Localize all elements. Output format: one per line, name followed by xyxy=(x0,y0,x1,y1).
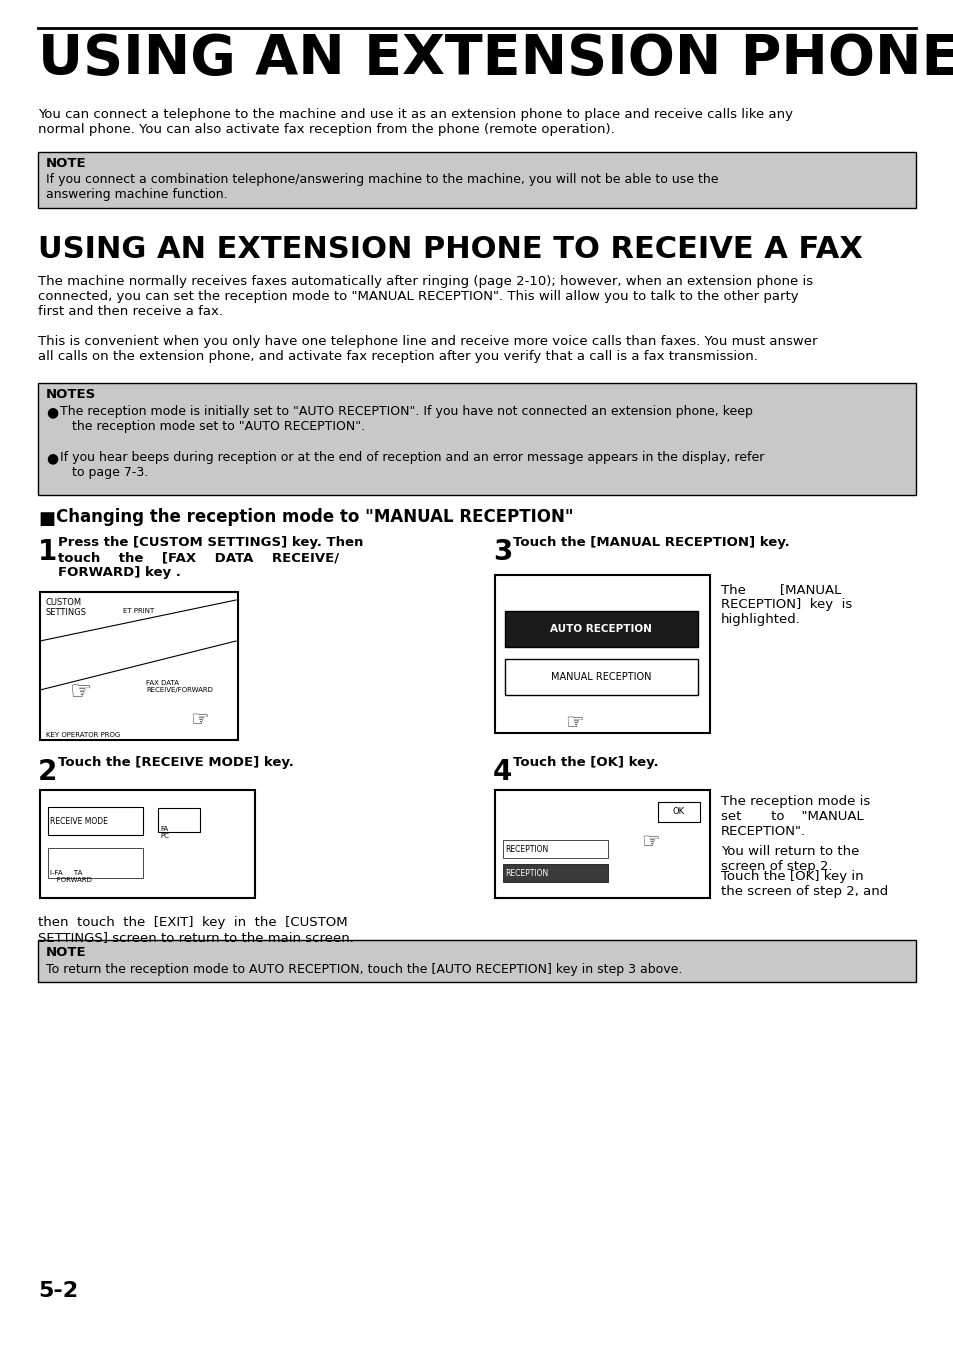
Bar xyxy=(48,848,143,878)
Text: USING AN EXTENSION PHONE TO RECEIVE A FAX: USING AN EXTENSION PHONE TO RECEIVE A FA… xyxy=(38,235,862,263)
Text: FAX DATA
RECEIVE/FORWARD: FAX DATA RECEIVE/FORWARD xyxy=(146,680,213,693)
Bar xyxy=(502,865,607,882)
Text: 4: 4 xyxy=(493,758,512,786)
Bar xyxy=(658,802,700,821)
Bar xyxy=(502,840,607,858)
Bar xyxy=(158,808,200,832)
Text: RECEIVE MODE: RECEIVE MODE xyxy=(50,817,108,827)
Text: then  touch  the  [EXIT]  key  in  the  [CUSTOM
SETTINGS] screen to return to th: then touch the [EXIT] key in the [CUSTOM… xyxy=(38,916,354,944)
Text: ●: ● xyxy=(46,405,58,419)
Text: NOTE: NOTE xyxy=(46,157,87,170)
Text: RECEPTION: RECEPTION xyxy=(504,870,548,878)
Text: MANUAL RECEPTION: MANUAL RECEPTION xyxy=(550,671,651,682)
Text: 2: 2 xyxy=(38,758,57,786)
Text: You will return to the
screen of step 2.: You will return to the screen of step 2. xyxy=(720,844,859,873)
Bar xyxy=(38,153,915,208)
Text: Touch the [RECEIVE MODE] key.: Touch the [RECEIVE MODE] key. xyxy=(58,757,294,769)
Bar xyxy=(48,807,143,835)
Text: KEY OPERATOR PROG: KEY OPERATOR PROG xyxy=(46,732,120,738)
Text: ●: ● xyxy=(46,451,58,465)
Bar xyxy=(504,611,698,647)
Text: 1: 1 xyxy=(38,538,57,566)
Text: RECEPTION: RECEPTION xyxy=(504,846,548,854)
Text: ☞: ☞ xyxy=(70,680,92,704)
Text: ☞: ☞ xyxy=(190,711,209,730)
Text: You can connect a telephone to the machine and use it as an extension phone to p: You can connect a telephone to the machi… xyxy=(38,108,792,136)
Text: To return the reception mode to AUTO RECEPTION, touch the [AUTO RECEPTION] key i: To return the reception mode to AUTO REC… xyxy=(46,963,681,975)
Text: If you connect a combination telephone/answering machine to the machine, you wil: If you connect a combination telephone/a… xyxy=(46,173,718,201)
Text: CUSTOM
SETTINGS: CUSTOM SETTINGS xyxy=(46,598,87,617)
Text: I-FA     TA
   FORWARD: I-FA TA FORWARD xyxy=(50,870,91,884)
Text: AUTO RECEPTION: AUTO RECEPTION xyxy=(550,624,651,634)
Bar xyxy=(495,576,709,734)
Text: The reception mode is initially set to "AUTO RECEPTION". If you have not connect: The reception mode is initially set to "… xyxy=(60,405,752,434)
Bar xyxy=(40,790,254,898)
Text: Touch the [MANUAL RECEPTION] key.: Touch the [MANUAL RECEPTION] key. xyxy=(513,536,789,549)
Text: 5-2: 5-2 xyxy=(38,1281,78,1301)
Bar xyxy=(40,592,237,740)
Bar xyxy=(504,659,698,694)
Text: ET PRINT: ET PRINT xyxy=(123,608,154,613)
Text: ☞: ☞ xyxy=(564,713,583,734)
Text: 3: 3 xyxy=(493,538,512,566)
Text: OK: OK xyxy=(672,808,684,816)
Text: NOTES: NOTES xyxy=(46,388,96,401)
Text: ☞: ☞ xyxy=(640,832,659,852)
Text: Changing the reception mode to "MANUAL RECEPTION": Changing the reception mode to "MANUAL R… xyxy=(56,508,573,526)
Bar xyxy=(38,382,915,494)
Text: FA
PC: FA PC xyxy=(160,825,169,839)
Text: ■: ■ xyxy=(38,509,55,528)
Text: NOTE: NOTE xyxy=(46,946,87,959)
Text: Touch the [OK] key in
the screen of step 2, and: Touch the [OK] key in the screen of step… xyxy=(720,870,887,898)
Text: Press the [CUSTOM SETTINGS] key. Then
touch    the    [FAX    DATA    RECEIVE/
F: Press the [CUSTOM SETTINGS] key. Then to… xyxy=(58,536,363,580)
Text: Touch the [OK] key.: Touch the [OK] key. xyxy=(513,757,658,769)
Bar xyxy=(38,940,915,982)
Text: The        [MANUAL
RECEPTION]  key  is
highlighted.: The [MANUAL RECEPTION] key is highlighte… xyxy=(720,584,851,626)
Text: The machine normally receives faxes automatically after ringing (page 2-10); how: The machine normally receives faxes auto… xyxy=(38,276,812,317)
Bar xyxy=(495,790,709,898)
Text: This is convenient when you only have one telephone line and receive more voice : This is convenient when you only have on… xyxy=(38,335,817,363)
Text: If you hear beeps during reception or at the end of reception and an error messa: If you hear beeps during reception or at… xyxy=(60,451,763,480)
Text: The reception mode is
set       to    "MANUAL
RECEPTION".: The reception mode is set to "MANUAL REC… xyxy=(720,794,869,838)
Text: USING AN EXTENSION PHONE: USING AN EXTENSION PHONE xyxy=(38,32,953,86)
